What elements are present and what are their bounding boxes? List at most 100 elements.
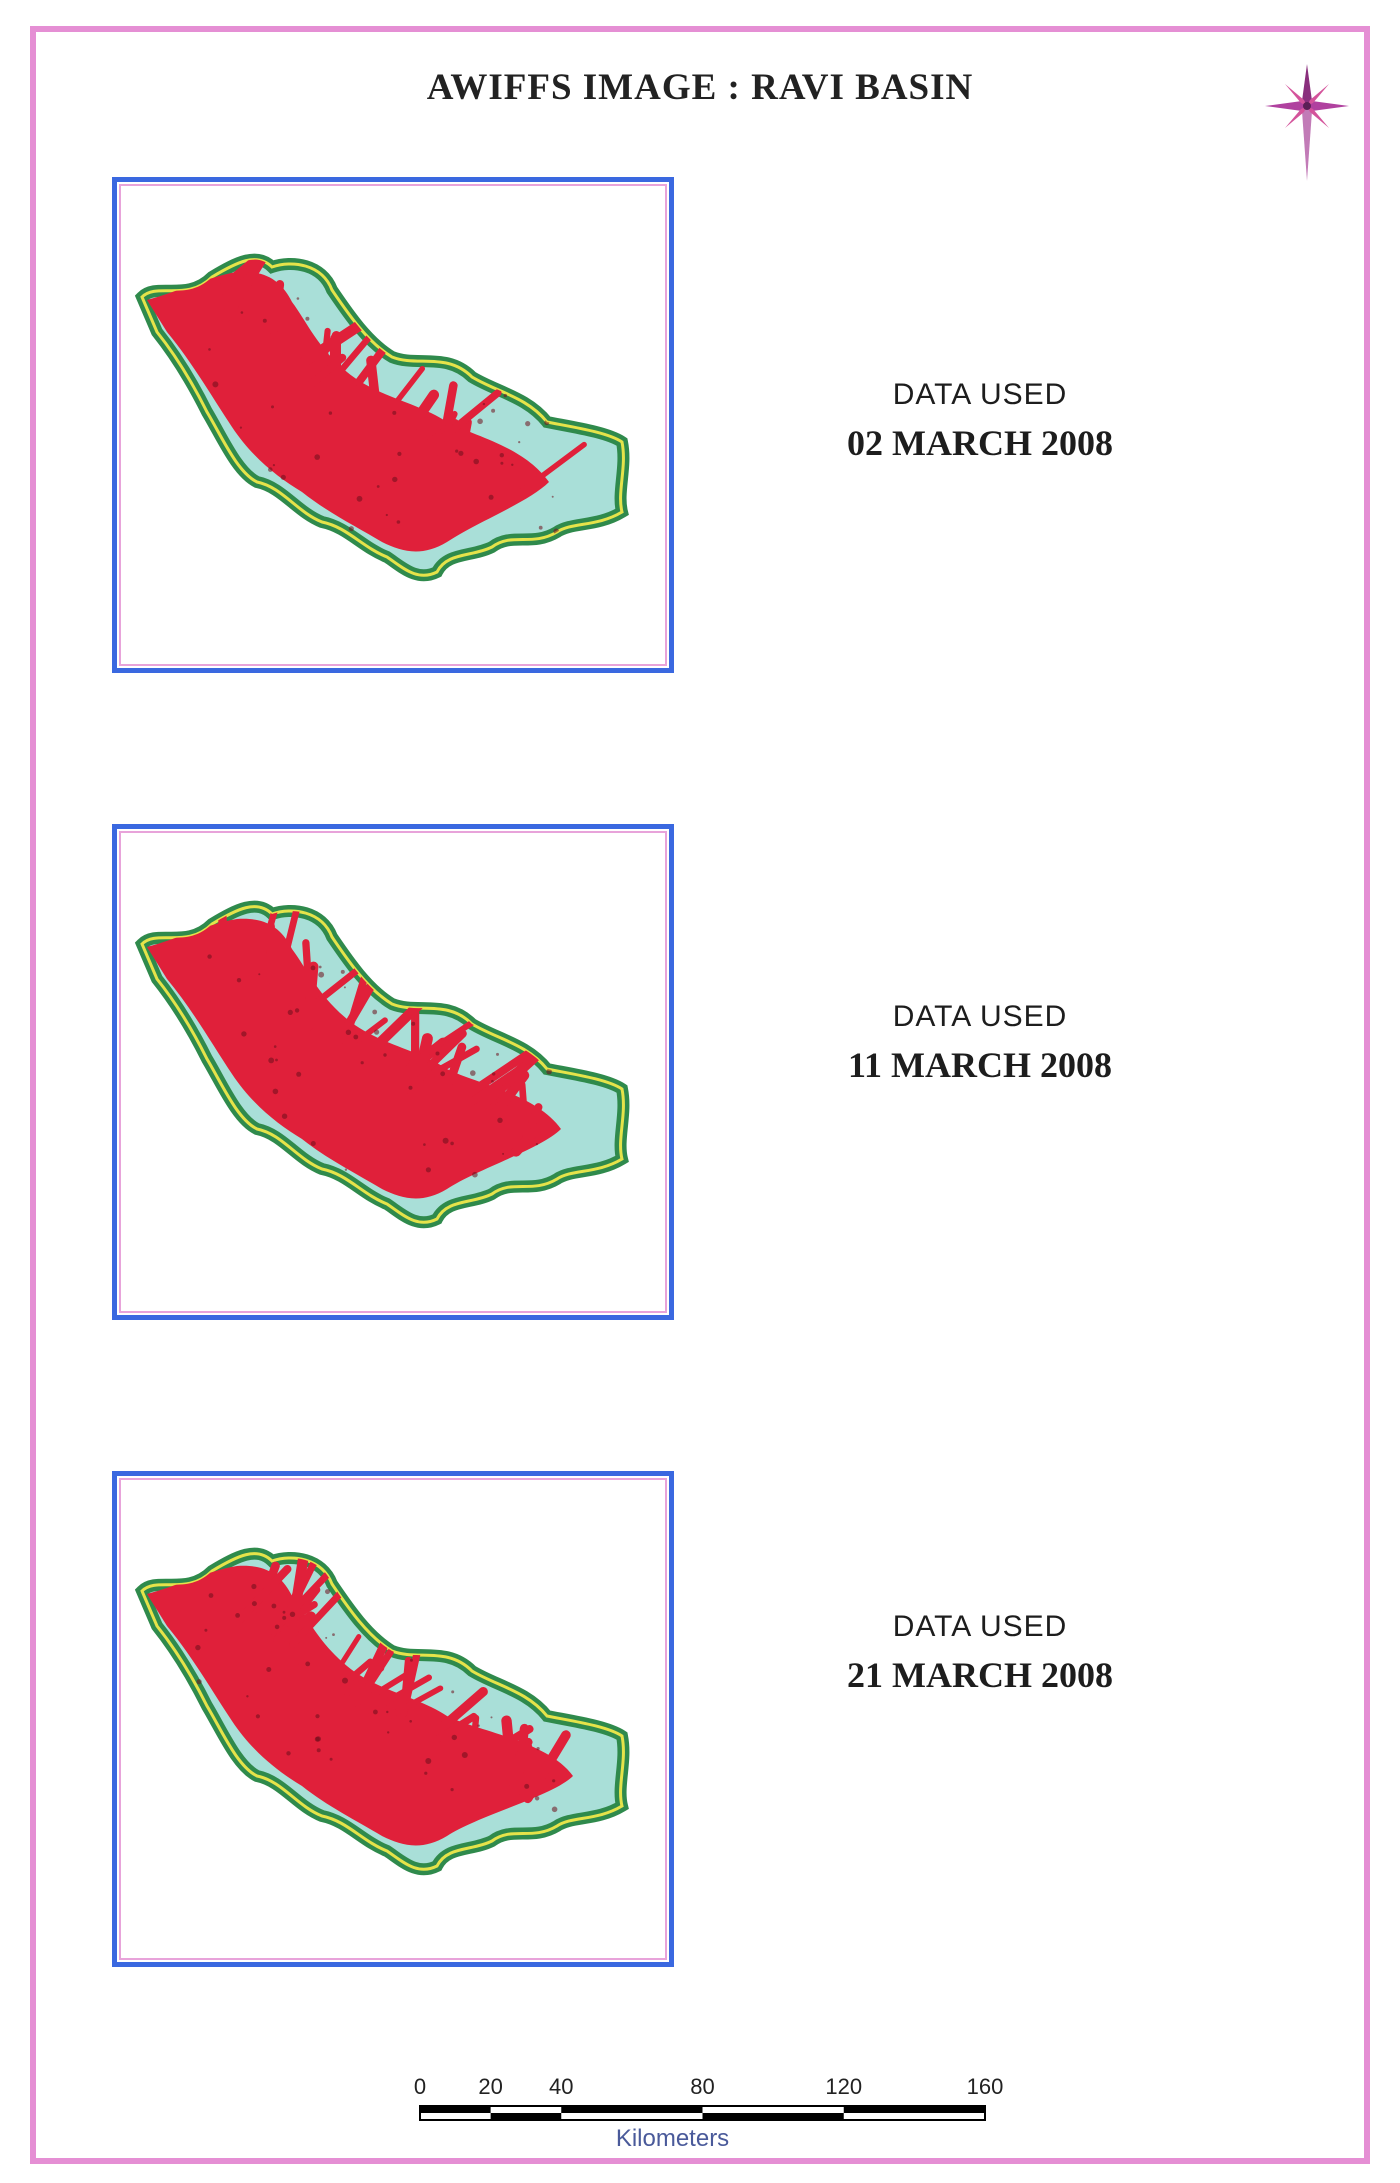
terrain-texture-dot — [535, 1143, 538, 1146]
terrain-texture-dot — [471, 298, 476, 303]
terrain-texture-dot — [344, 1168, 348, 1171]
ravi-basin-image — [134, 1547, 630, 1876]
vegetation-finger — [369, 1671, 411, 1699]
terrain-texture-dot — [504, 339, 509, 344]
vegetation-finger — [303, 961, 319, 1031]
terrain-texture-dot — [196, 1752, 200, 1756]
scale-bar-segment — [702, 2113, 844, 2120]
terrain-texture-dot — [387, 1731, 390, 1734]
terrain-texture-dot — [470, 1070, 476, 1076]
scale-tick-label: 120 — [825, 2074, 862, 2099]
terrain-texture-dot — [451, 949, 456, 953]
vegetation-finger — [435, 389, 502, 445]
vegetation-finger — [441, 381, 458, 434]
basin-outline — [140, 258, 625, 577]
terrain-texture-dot — [485, 1605, 489, 1610]
terrain-texture-dot — [376, 485, 380, 488]
terrain-texture-dot — [549, 1031, 554, 1035]
terrain-texture-dot — [275, 1058, 278, 1062]
terrain-texture-dot — [272, 464, 275, 467]
vegetation-finger — [229, 1564, 292, 1631]
terrain-texture-dot — [281, 1113, 288, 1119]
terrain-texture-dot — [318, 965, 322, 969]
vegetation-finger — [522, 1730, 571, 1804]
terrain-texture-dot — [422, 330, 429, 337]
terrain-texture-dot — [461, 1752, 468, 1758]
vegetation-finger — [501, 1715, 518, 1787]
terrain-texture-dot — [500, 461, 504, 465]
terrain-texture-dot — [296, 297, 300, 300]
terrain-texture-dot — [409, 1720, 413, 1723]
terrain-texture-dot — [548, 322, 554, 328]
terrain-texture-dot — [479, 979, 483, 983]
terrain-texture-dot — [212, 381, 219, 388]
terrain-texture-dot — [425, 1627, 428, 1630]
terrain-texture-dot — [527, 303, 533, 309]
vegetation-finger — [412, 1045, 480, 1087]
terrain-texture-dot — [346, 937, 350, 941]
terrain-texture-dot — [205, 1732, 209, 1737]
terrain-texture-dot — [239, 426, 242, 429]
terrain-texture-dot — [546, 363, 552, 368]
scale-unit-label: Kilometers — [616, 2125, 729, 2152]
terrain-texture-dot — [251, 1583, 257, 1590]
terrain-texture-dot — [450, 1788, 454, 1792]
map-panel-2 — [112, 824, 674, 1320]
terrain-texture-dot — [440, 1071, 446, 1077]
terrain-texture-dot — [551, 1806, 558, 1813]
terrain-texture-dot — [411, 1021, 416, 1026]
terrain-texture-dot — [525, 421, 531, 427]
terrain-texture-dot — [396, 520, 401, 524]
terrain-texture-dot — [372, 1009, 378, 1015]
vegetation-finger — [518, 1081, 530, 1141]
vegetation-finger — [451, 417, 472, 479]
vegetation-finger — [504, 1742, 533, 1803]
terrain-texture-dot — [485, 348, 492, 354]
vegetation-layer — [147, 259, 587, 552]
panel-3-date: 21 MARCH 2008 — [847, 1655, 1113, 1695]
terrain-texture-dot — [425, 1758, 432, 1764]
terrain-texture-dot — [240, 311, 244, 314]
vegetation-finger — [289, 1583, 350, 1649]
terrain-texture-dot — [472, 1171, 478, 1178]
panel-1-label-top: DATA USED — [892, 378, 1068, 411]
scale-bar: 0 20 40 80 120 160 Kilometers — [414, 2074, 1003, 2152]
scale-tick-label: 20 — [478, 2074, 502, 2099]
terrain-texture-dot — [273, 1045, 277, 1048]
terrain-texture-dot — [490, 1716, 493, 1719]
terrain-texture-dot — [408, 1085, 413, 1090]
vegetation-finger — [519, 441, 587, 494]
terrain-texture-dot — [497, 1117, 503, 1123]
terrain-texture-dot — [531, 341, 536, 346]
vegetation-finger — [445, 1042, 467, 1086]
terrain-texture-dot — [268, 467, 273, 472]
vegetation-finger — [367, 1674, 432, 1715]
terrain-texture-dot — [305, 316, 310, 321]
terrain-texture-dot — [392, 476, 398, 483]
panel-2-label-top: DATA USED — [892, 1000, 1068, 1033]
terrain-texture-dot — [225, 1755, 229, 1759]
terrain-texture-dot — [455, 449, 459, 453]
terrain-texture-dot — [282, 1615, 287, 1620]
terrain-texture-dot — [296, 1071, 302, 1077]
terrain-texture-dot — [286, 1751, 291, 1756]
terrain-texture-dot — [356, 495, 363, 502]
terrain-texture-dot — [378, 980, 384, 985]
terrain-texture-dot — [547, 1004, 551, 1008]
terrain-texture-dot — [545, 322, 551, 328]
terrain-texture-dot — [511, 463, 514, 466]
terrain-texture-dot — [451, 1690, 455, 1694]
terrain-texture-dot — [491, 408, 496, 413]
terrain-texture-dot — [366, 944, 372, 950]
map-layout-frame — [30, 26, 1370, 2164]
terrain-texture-dot — [506, 1623, 509, 1626]
terrain-texture-dot — [241, 1031, 247, 1037]
terrain-texture-dot — [502, 1152, 505, 1155]
terrain-texture-dot — [345, 1029, 352, 1035]
terrain-texture-dot — [489, 1643, 494, 1647]
terrain-texture-dot — [458, 450, 464, 456]
terrain-texture-dot — [195, 1644, 201, 1651]
map-panel-3 — [112, 1471, 674, 1967]
terrain-texture-dot — [373, 1709, 378, 1715]
terrain-texture-dot — [310, 1141, 316, 1146]
